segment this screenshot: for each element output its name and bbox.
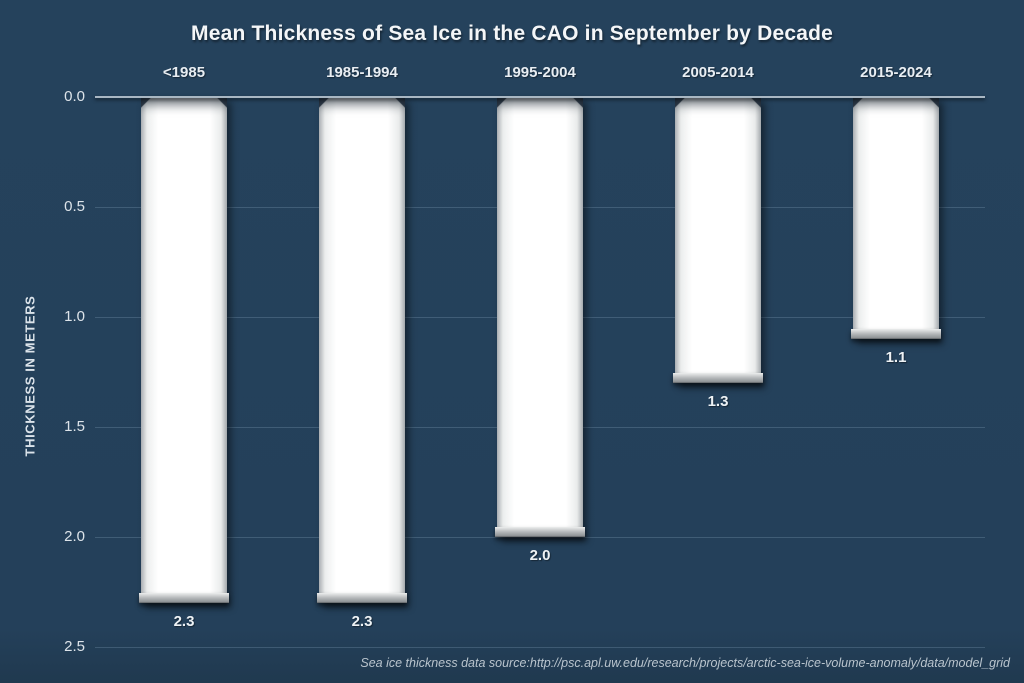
value-label-2015-2024: 1.1 xyxy=(885,349,907,366)
bar-group-1985-1994: 2.3 xyxy=(273,97,451,647)
y-tick-0.0: 0.0 xyxy=(64,88,85,105)
category-label-1985-1994: 1985-1994 xyxy=(326,64,398,81)
y-tick-2.0: 2.0 xyxy=(64,528,85,545)
y-tick-2.5: 2.5 xyxy=(64,638,85,655)
data-source-note: Sea ice thickness data source:http://psc… xyxy=(360,656,1010,670)
value-label-1985-1994: 2.3 xyxy=(351,613,373,630)
bar-1995-2004 xyxy=(495,97,585,537)
bar-2005-2014 xyxy=(673,97,763,383)
value-label-2005-2014: 1.3 xyxy=(707,393,729,410)
gridline-2.5 xyxy=(95,647,985,648)
plot-area: 2.3 2.3 2.0 1.3 1.1 xyxy=(95,96,985,648)
value-label-pre1985: 2.3 xyxy=(173,613,195,630)
category-label-2005-2014: 2005-2014 xyxy=(682,64,754,81)
bar-group-2015-2024: 1.1 xyxy=(807,97,985,647)
y-tick-0.5: 0.5 xyxy=(64,198,85,215)
y-tick-1.5: 1.5 xyxy=(64,418,85,435)
bar-group-pre1985: 2.3 xyxy=(95,97,273,647)
category-label-pre1985: <1985 xyxy=(162,64,206,81)
bar-1985-1994 xyxy=(317,97,407,603)
gridline-2.0 xyxy=(95,537,985,538)
value-label-1995-2004: 2.0 xyxy=(529,547,551,564)
category-label-2015-2024: 2015-2024 xyxy=(860,64,932,81)
bar-pre1985 xyxy=(139,97,229,603)
chart-title: Mean Thickness of Sea Ice in the CAO in … xyxy=(191,22,833,45)
bar-group-1995-2004: 2.0 xyxy=(451,97,629,647)
y-tick-1.0: 1.0 xyxy=(64,308,85,325)
bar-group-2005-2014: 1.3 xyxy=(629,97,807,647)
y-axis-title: THICKNESS IN METERS xyxy=(22,295,38,457)
category-label-1995-2004: 1995-2004 xyxy=(504,64,576,81)
x-axis-baseline xyxy=(95,96,985,98)
bar-2015-2024 xyxy=(851,97,941,339)
